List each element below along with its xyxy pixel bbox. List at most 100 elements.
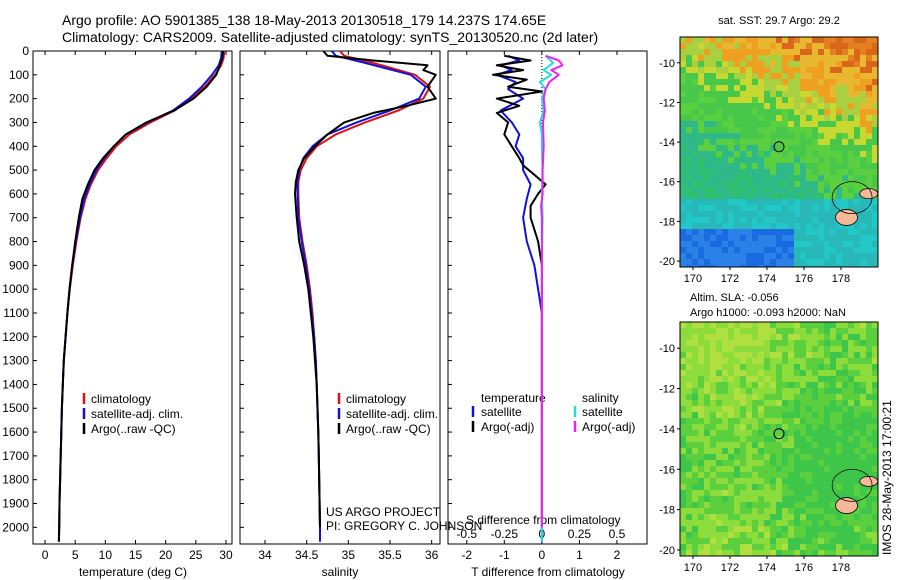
- map-cell: [722, 97, 728, 103]
- map-cell: [740, 460, 746, 466]
- map-cell: [752, 508, 758, 514]
- map-cell: [722, 538, 728, 544]
- map-cell: [842, 382, 848, 388]
- map-cell: [692, 544, 698, 550]
- map-cell: [752, 121, 758, 127]
- map-cell: [782, 217, 788, 223]
- map-cell: [764, 163, 770, 169]
- map-cell: [728, 205, 734, 211]
- map-cell: [818, 322, 824, 328]
- map-cell: [872, 199, 878, 205]
- map-cell: [830, 109, 836, 115]
- map-cell: [758, 235, 764, 241]
- map-cell: [830, 412, 836, 418]
- map-cell: [824, 442, 830, 448]
- series-line-difference-3: [540, 54, 564, 528]
- map-cell: [728, 253, 734, 259]
- map-cell: [758, 532, 764, 538]
- map-cell: [758, 550, 764, 556]
- map-cell: [686, 79, 692, 85]
- map-cell: [782, 418, 788, 424]
- map-cell: [872, 121, 878, 127]
- map-cell: [824, 247, 830, 253]
- map-cell: [872, 259, 878, 265]
- map-cell: [764, 466, 770, 472]
- map-cell: [752, 199, 758, 205]
- map-cell: [806, 67, 812, 73]
- map-cell: [758, 322, 764, 328]
- map-cell: [740, 550, 746, 556]
- map-cell: [830, 430, 836, 436]
- map-cell: [752, 460, 758, 466]
- map-cell: [842, 49, 848, 55]
- map-cell: [818, 199, 824, 205]
- map-cell: [734, 235, 740, 241]
- map-cell: [830, 436, 836, 442]
- map-cell: [770, 484, 776, 490]
- map-cell: [752, 259, 758, 265]
- map-cell: [680, 484, 686, 490]
- map-cell: [842, 418, 848, 424]
- map-cell: [830, 328, 836, 334]
- map-cell: [686, 466, 692, 472]
- map-cell: [842, 133, 848, 139]
- map-cell: [866, 157, 872, 163]
- map-cell: [704, 265, 710, 267]
- map-cell: [860, 538, 866, 544]
- map-cell: [722, 532, 728, 538]
- map-cell: [794, 241, 800, 247]
- map-cell: [806, 187, 812, 193]
- map-cell: [800, 418, 806, 424]
- map-cell: [788, 253, 794, 259]
- map-cell: [770, 358, 776, 364]
- map-cell: [746, 199, 752, 205]
- map-cell: [782, 352, 788, 358]
- map-cell: [818, 412, 824, 418]
- map-cell: [698, 241, 704, 247]
- map-cell: [866, 229, 872, 235]
- map-cell: [776, 442, 782, 448]
- map-cell: [800, 139, 806, 145]
- map-cell: [770, 538, 776, 544]
- map-cell: [806, 526, 812, 532]
- map-cell: [866, 115, 872, 121]
- map-cell: [854, 412, 860, 418]
- map-cell: [710, 472, 716, 478]
- map-cell: [794, 496, 800, 502]
- map-cell: [842, 91, 848, 97]
- map-cell: [788, 460, 794, 466]
- map-cell: [824, 400, 830, 406]
- map-cell: [800, 484, 806, 490]
- map-cell: [716, 550, 722, 556]
- map-cell: [692, 265, 698, 267]
- map-cell: [806, 508, 812, 514]
- map-cell: [770, 265, 776, 267]
- map-cell: [824, 454, 830, 460]
- map-cell: [836, 328, 842, 334]
- map-cell: [830, 358, 836, 364]
- map-cell: [716, 193, 722, 199]
- map-cell: [722, 181, 728, 187]
- map-cell: [854, 259, 860, 265]
- x-tick-label: 30: [219, 548, 233, 562]
- map-cell: [776, 73, 782, 79]
- map-cell: [860, 382, 866, 388]
- map-cell: [746, 436, 752, 442]
- map-cell: [800, 376, 806, 382]
- x-tick-label: 170: [684, 273, 702, 285]
- map-cell: [776, 61, 782, 67]
- map-cell: [794, 448, 800, 454]
- map-cell: [800, 61, 806, 67]
- map-cell: [836, 43, 842, 49]
- map-cell: [872, 223, 878, 229]
- map-cell: [764, 376, 770, 382]
- map-cell: [704, 49, 710, 55]
- map-cell: [812, 145, 818, 151]
- map-cell: [812, 508, 818, 514]
- map-cell: [794, 352, 800, 358]
- map-cell: [794, 163, 800, 169]
- y-tick-label: 1200: [2, 330, 29, 344]
- map-cell: [866, 430, 872, 436]
- map-cell: [686, 49, 692, 55]
- x-tick-label: 35.5: [378, 548, 402, 562]
